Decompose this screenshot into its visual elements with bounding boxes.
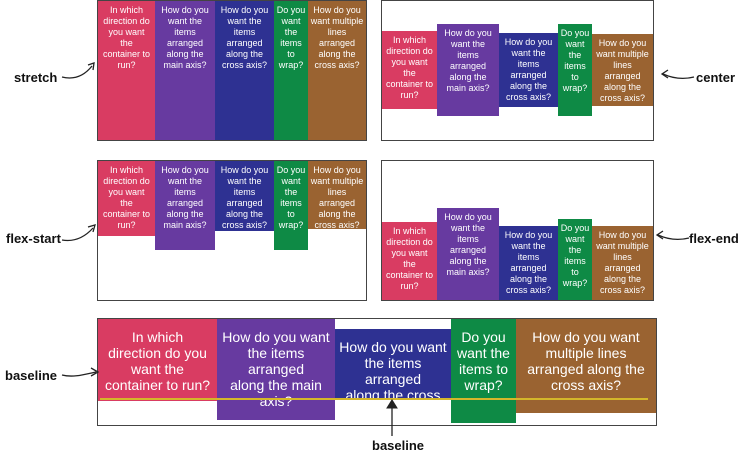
item-main-axis: How do you want the items arranged along… xyxy=(155,1,215,140)
arrow-baseline-caption-icon xyxy=(386,399,398,436)
item-lines: How do you want multiple lines arranged … xyxy=(308,1,366,140)
item-lines: How do you want multiple lines arranged … xyxy=(516,319,656,413)
item-cross-axis: How do you want the items arranged along… xyxy=(499,226,558,300)
baseline-line xyxy=(100,398,648,400)
item-direction: In which direction do you want the conta… xyxy=(382,31,437,109)
item-wrap: Do you want the items to wrap? xyxy=(558,24,592,116)
item-wrap: Do you want the items to wrap? xyxy=(274,1,308,140)
label-center: center xyxy=(696,70,736,85)
item-direction: In which direction do you want the conta… xyxy=(98,1,155,140)
panel-center: In which direction do you want the conta… xyxy=(381,0,654,141)
item-lines: How do you want multiple lines arranged … xyxy=(308,161,366,229)
panel-flex-start: In which direction do you want the conta… xyxy=(97,160,367,301)
item-main-axis: How do you want the items arranged along… xyxy=(437,24,499,116)
item-cross-axis: How do you want the items arranged along… xyxy=(499,33,558,107)
label-baseline: baseline xyxy=(5,368,58,383)
arrow-center-icon xyxy=(660,69,695,80)
item-direction: In which direction do you want the conta… xyxy=(382,222,437,300)
item-direction: In which direction do you want the conta… xyxy=(98,319,217,401)
item-cross-axis: How do you want the items arranged along… xyxy=(215,161,274,231)
item-cross-axis: How do you want the items arranged along… xyxy=(335,329,451,399)
label-stretch: stretch xyxy=(14,70,58,85)
item-cross-axis: How do you want the items arranged along… xyxy=(215,1,274,140)
label-flex-start: flex-start xyxy=(6,231,61,246)
item-lines: How do you want multiple lines arranged … xyxy=(592,34,653,106)
arrow-baseline-icon xyxy=(61,367,100,377)
label-baseline-caption: baseline xyxy=(372,438,425,453)
item-lines: How do you want multiple lines arranged … xyxy=(592,226,653,300)
arrow-stretch-icon xyxy=(61,62,95,79)
item-wrap: Do you want the items to wrap? xyxy=(451,319,516,423)
label-flex-end: flex-end xyxy=(689,231,739,246)
panel-baseline: In which direction do you want the conta… xyxy=(97,318,657,426)
item-direction: In which direction do you want the conta… xyxy=(98,161,155,236)
panel-flex-end: In which direction do you want the conta… xyxy=(381,160,654,301)
item-wrap: Do you want the items to wrap? xyxy=(274,161,308,250)
panel-stretch: In which direction do you want the conta… xyxy=(97,0,367,141)
arrow-flex-end-icon xyxy=(655,230,690,241)
item-main-axis: How do you want the items arranged along… xyxy=(217,319,335,420)
item-main-axis: How do you want the items arranged along… xyxy=(155,161,215,250)
item-main-axis: How do you want the items arranged along… xyxy=(437,208,499,300)
item-wrap: Do you want the items to wrap? xyxy=(558,219,592,300)
arrow-flex-start-icon xyxy=(61,224,96,242)
